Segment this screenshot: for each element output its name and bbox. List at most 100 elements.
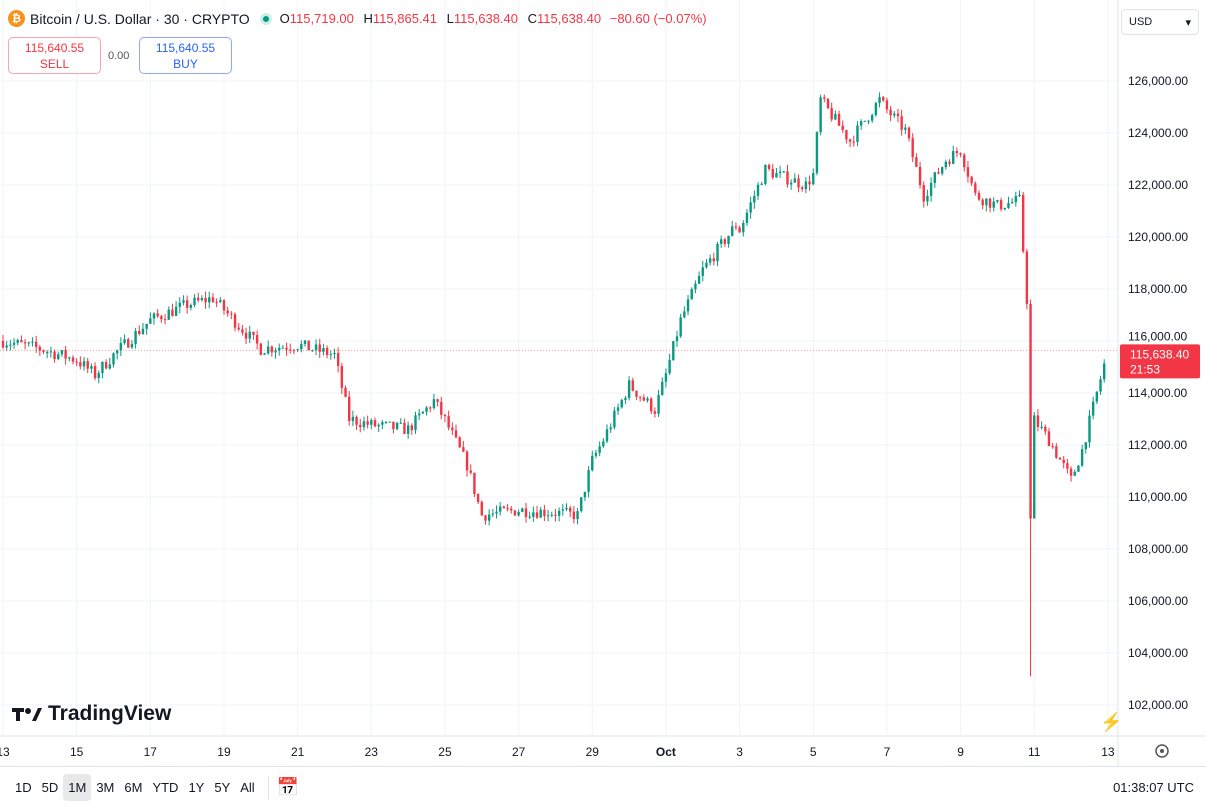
candle — [661, 377, 664, 396]
tradingview-logo[interactable]: TradingView — [12, 702, 171, 726]
candle-body — [963, 154, 966, 168]
candle — [60, 349, 64, 357]
range-1d[interactable]: 1D — [15, 780, 32, 795]
symbol-title[interactable]: Bitcoin / U.S. Dollar · 30 · CRYPTO — [30, 10, 250, 27]
y-tick-label: 116,000.00 — [1128, 329, 1187, 343]
candle — [510, 506, 513, 514]
candle — [683, 306, 686, 319]
candle-body — [193, 297, 196, 305]
candle-body — [878, 97, 881, 104]
calendar-goto-icon[interactable]: 📅 — [276, 777, 300, 797]
candle-body — [119, 343, 123, 351]
candle — [874, 101, 878, 117]
candle-body — [5, 345, 8, 348]
change-value: −80.60 (−0.07%) — [609, 11, 707, 26]
candle-body — [893, 113, 896, 116]
candle-body — [1033, 415, 1036, 519]
candle-body — [749, 202, 752, 213]
candle-body — [300, 344, 303, 350]
candle — [425, 406, 428, 416]
candle-body — [867, 120, 870, 122]
x-tick-label: 29 — [586, 745, 600, 759]
candle-body — [101, 361, 104, 374]
candle-body — [683, 311, 686, 318]
range-1m[interactable]: 1M — [63, 774, 92, 801]
candle-body — [613, 410, 616, 428]
candle — [867, 120, 870, 125]
candle-body — [16, 340, 19, 343]
candle — [613, 407, 616, 430]
candle — [112, 352, 115, 368]
range-ytd[interactable]: YTD — [152, 780, 179, 795]
candle — [893, 110, 896, 118]
candle — [745, 209, 749, 226]
assistant-icon[interactable]: ⚡ — [1100, 711, 1122, 733]
candle — [71, 355, 75, 365]
sell-button[interactable]: 115,640.55 SELL — [8, 37, 101, 74]
candle-body — [90, 366, 93, 369]
candle — [75, 358, 78, 367]
candle — [1029, 299, 1032, 677]
candle — [432, 393, 436, 410]
candle — [778, 165, 782, 178]
settings-icon[interactable] — [1155, 744, 1169, 758]
y-tick-label: 108,000.00 — [1128, 542, 1188, 556]
candle-body — [244, 332, 248, 339]
candle-body — [661, 381, 664, 395]
candle-body — [845, 130, 848, 140]
candle — [156, 309, 159, 318]
candle-body — [778, 171, 782, 173]
candle-body — [215, 302, 218, 304]
low-value: 115,638.40 — [453, 11, 518, 26]
range-6m[interactable]: 6M — [124, 780, 143, 795]
range-3m[interactable]: 3M — [96, 780, 115, 795]
candle-body — [484, 515, 487, 521]
candle — [395, 421, 399, 431]
price-chart[interactable]: 102,000.00 104,000.00 106,000.00 108,000.00… — [0, 0, 1206, 766]
range-all[interactable]: All — [240, 780, 255, 795]
candle — [966, 160, 970, 183]
candle-body — [926, 195, 929, 202]
candle-body — [679, 317, 682, 337]
candle-body — [222, 300, 226, 311]
spread-value: 0.00 — [108, 50, 130, 62]
candle — [933, 171, 936, 188]
candle — [977, 190, 981, 201]
candle — [417, 408, 421, 421]
candle-body — [841, 125, 844, 131]
candle — [1014, 191, 1018, 207]
candle — [767, 163, 771, 171]
candle-body — [429, 407, 432, 409]
candle — [734, 222, 738, 231]
candle-body — [974, 183, 977, 193]
candle — [940, 166, 944, 176]
candle-body — [915, 157, 918, 167]
candle — [366, 415, 369, 429]
candle-body — [907, 127, 911, 139]
buy-button[interactable]: 115,640.55 BUY — [139, 37, 232, 74]
range-1y[interactable]: 1Y — [188, 780, 205, 795]
candle-body — [672, 341, 675, 361]
range-5y[interactable]: 5Y — [214, 780, 231, 795]
candle — [672, 340, 675, 361]
range-buttons: 1D 5D 1M 3M 6M YTD 1Y 5Y All — [10, 774, 260, 801]
candle-body — [1080, 449, 1084, 466]
candle — [119, 337, 123, 357]
candle-body — [535, 512, 539, 518]
candle-body — [289, 349, 292, 351]
candle — [690, 287, 693, 300]
candle-body — [9, 344, 12, 346]
candle — [27, 341, 30, 347]
candle-body — [351, 416, 355, 422]
candle — [731, 220, 734, 237]
utc-clock[interactable]: 01:38:07 UTC — [1113, 780, 1194, 795]
y-tick-label: 112,000.00 — [1128, 438, 1187, 452]
candle-body — [668, 360, 671, 374]
range-5d[interactable]: 5D — [41, 780, 59, 795]
candle-body — [550, 514, 553, 516]
candle — [543, 504, 546, 521]
candle — [996, 199, 999, 204]
candle-body — [79, 362, 82, 367]
candle-body — [82, 361, 86, 367]
currency-select[interactable]: USD ▾ — [1121, 9, 1199, 35]
